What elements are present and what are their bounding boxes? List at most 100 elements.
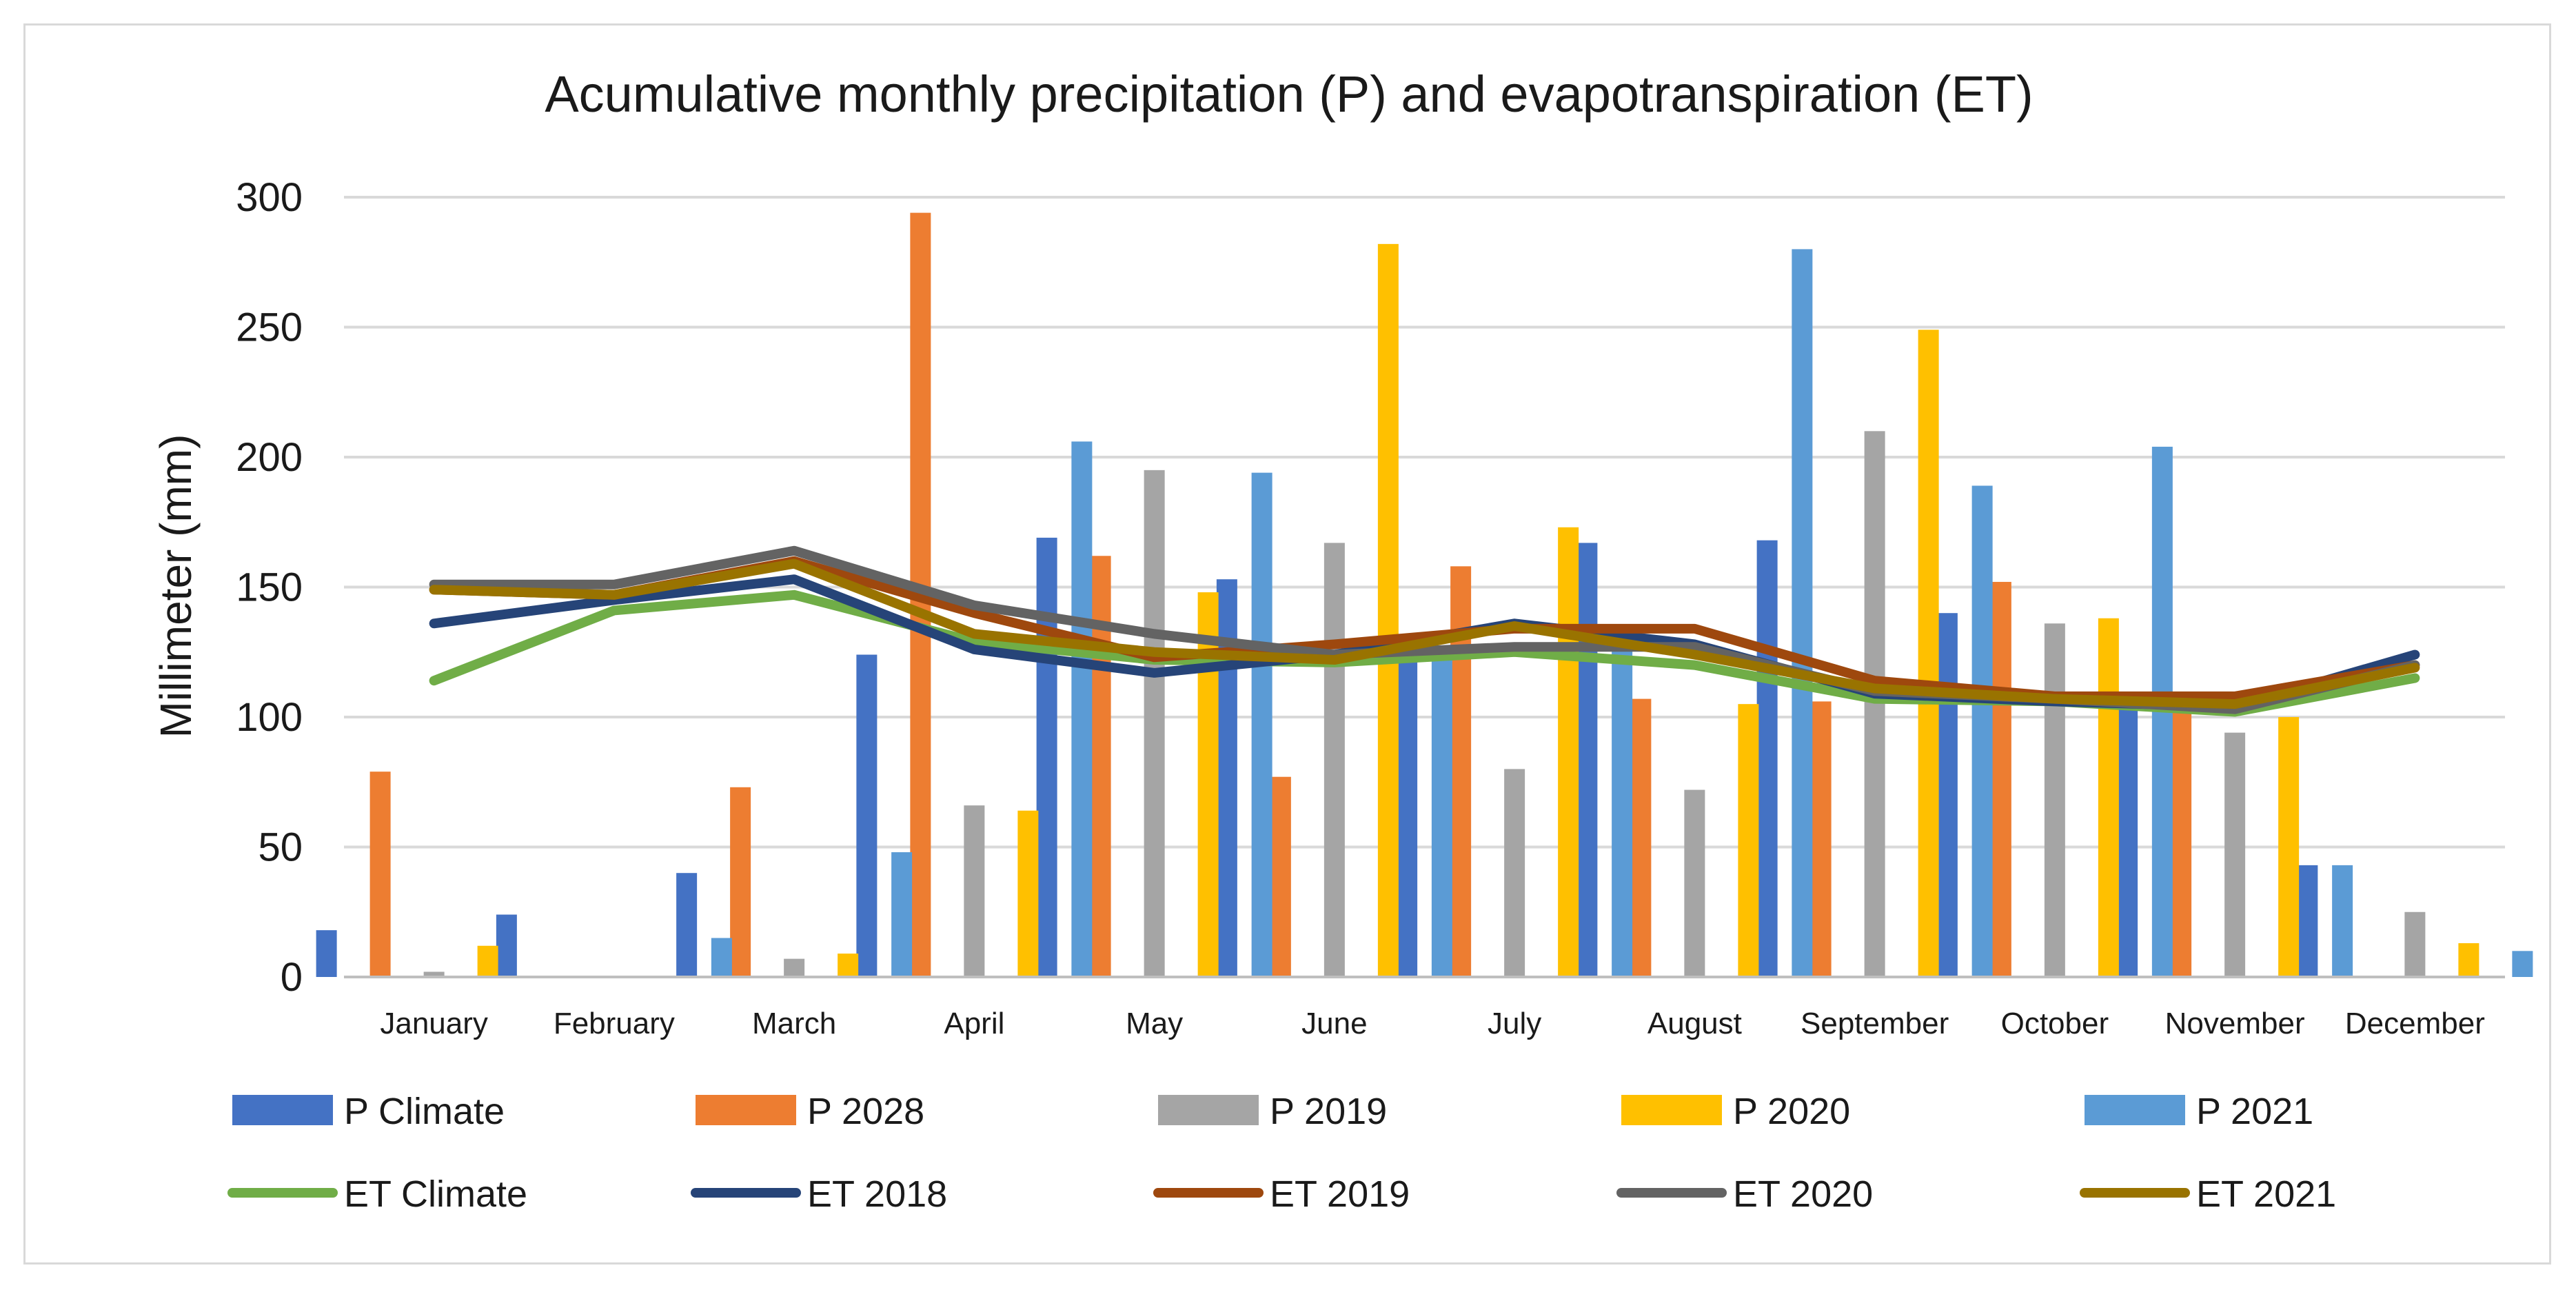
bar-p-2020-june [1377, 243, 1399, 977]
bar-p-climate-march [676, 873, 698, 977]
y-axis-label: Millimeter (mm) [151, 434, 201, 738]
bar-p-2021-february [711, 938, 732, 977]
y-tick-label: 100 [236, 695, 303, 740]
x-tick-label: August [1647, 1007, 1742, 1040]
legend-item: P Climate [232, 1091, 505, 1132]
bar-p-climate-april [856, 654, 878, 977]
x-tick-label: November [2165, 1007, 2305, 1040]
bar-p-climate-february [496, 914, 517, 977]
bar-p-climate-november [2117, 701, 2138, 977]
legend-label: ET 2019 [1270, 1173, 1410, 1215]
line-et-2021 [429, 558, 2420, 709]
bar-p-2019-august [1684, 789, 1705, 977]
legend-label: P 2019 [1270, 1091, 1387, 1132]
y-tick-label: 250 [236, 305, 303, 350]
chart-title: Acumulative monthly precipitation (P) an… [545, 65, 2033, 123]
bar-p-2019-july [1504, 769, 1525, 977]
lines [429, 545, 2420, 717]
bar-p-climate-december [2297, 865, 2318, 977]
legend-label: P 2020 [1733, 1091, 1850, 1132]
y-axis-ticks: 0 50 100 150 200 250 300 [236, 175, 303, 1000]
bar-p-climate-september [1756, 540, 1778, 977]
bar-p-2028-june [1270, 776, 1291, 977]
bar-p-2028-march [730, 787, 751, 977]
bar-p-2020-november [2278, 717, 2300, 977]
bar-p-2028-september [1810, 701, 1832, 977]
legend-swatch [1621, 1095, 1722, 1125]
x-tick-label: October [2001, 1007, 2109, 1040]
bar-p-2021-december [2512, 951, 2533, 977]
bar-p-2020-january [477, 945, 498, 977]
y-tick-label: 50 [258, 825, 303, 870]
legend-label: ET 2020 [1733, 1173, 1873, 1215]
legend-label: P 2021 [2196, 1091, 2313, 1132]
legend-item: ET 2018 [691, 1173, 947, 1215]
bar-p-2020-august [1738, 704, 1759, 977]
bar-p-2020-december [2458, 943, 2479, 977]
bar-p-climate-january [316, 930, 337, 977]
x-tick-label: December [2345, 1007, 2485, 1040]
x-tick-label: April [944, 1007, 1004, 1040]
bar-p-2021-march [891, 852, 913, 977]
y-tick-label: 200 [236, 435, 303, 480]
x-tick-label: July [1488, 1007, 1541, 1040]
legend-item: P 2020 [1621, 1091, 1850, 1132]
bar-p-2028-may [1090, 556, 1111, 977]
bar-p-2021-april [1071, 441, 1093, 977]
bar-p-2020-september [1918, 330, 1939, 977]
bar-p-2020-april [1017, 810, 1039, 977]
x-tick-label: March [752, 1007, 836, 1040]
legend-item: ET 2021 [2080, 1173, 2336, 1215]
bar-p-2021-may [1251, 472, 1272, 977]
y-tick-label: 300 [236, 175, 303, 220]
legend-swatch [1158, 1095, 1259, 1125]
bar-p-2019-october [2044, 623, 2065, 977]
bar-p-2028-august [1630, 698, 1652, 977]
bar-p-2019-april [964, 805, 985, 977]
bar-p-2021-september [1971, 485, 1993, 977]
bar-p-2028-january [369, 772, 391, 977]
legend-item: P 2021 [2085, 1091, 2313, 1132]
bar-p-2019-september [1864, 431, 1885, 977]
bar-p-2020-october [2098, 618, 2119, 977]
legend-item: ET 2020 [1616, 1173, 1873, 1215]
x-tick-label: January [380, 1007, 488, 1040]
y-tick-label: 150 [236, 565, 303, 610]
x-axis-ticks: January February March April May June July Augu… [344, 976, 2505, 1040]
legend-swatch [2085, 1095, 2185, 1125]
x-tick-label: May [1126, 1007, 1183, 1040]
bar-p-climate-may [1036, 537, 1057, 977]
bar-p-climate-august [1576, 543, 1598, 977]
bar-p-2019-june [1324, 543, 1345, 977]
bar-p-2021-july [1612, 644, 1633, 977]
legend-label: ET Climate [344, 1173, 527, 1215]
legend-label: P 2028 [807, 1091, 924, 1132]
x-tick-label: June [1301, 1007, 1367, 1040]
bar-p-climate-october [1936, 613, 1958, 977]
bar-p-2019-december [2404, 911, 2426, 977]
legend: P Climate P 2028 P 2019 P 2020 P 2021 ET Clim… [227, 1091, 2336, 1215]
bar-p-climate-july [1397, 644, 1418, 977]
bar-p-2019-november [2224, 732, 2246, 977]
bar-p-2028-october [1990, 581, 2011, 977]
legend-label: ET 2018 [807, 1173, 947, 1215]
legend-label: ET 2021 [2196, 1173, 2336, 1215]
legend-item: P 2019 [1158, 1091, 1387, 1132]
legend-item: P 2028 [696, 1091, 924, 1132]
chart-svg: Acumulative monthly precipitation (P) an… [151, 65, 2533, 1215]
bar-p-2020-july [1558, 527, 1579, 977]
legend-item: ET Climate [227, 1173, 527, 1215]
chart-frame: Acumulative monthly precipitation (P) an… [23, 23, 2551, 1264]
y-tick-label: 0 [281, 955, 303, 1000]
legend-label: P Climate [344, 1091, 505, 1132]
legend-swatch [232, 1095, 333, 1125]
legend-swatch [696, 1095, 796, 1125]
x-tick-label: September [1801, 1007, 1949, 1040]
bar-p-2020-march [838, 954, 859, 977]
x-tick-label: February [554, 1007, 675, 1040]
bar-p-2019-march [784, 958, 805, 977]
bar-p-2028-november [2171, 701, 2192, 977]
bar-p-2021-august [1792, 249, 1813, 977]
bar-p-2019-january [423, 971, 445, 977]
bar-p-2021-november [2332, 865, 2353, 977]
